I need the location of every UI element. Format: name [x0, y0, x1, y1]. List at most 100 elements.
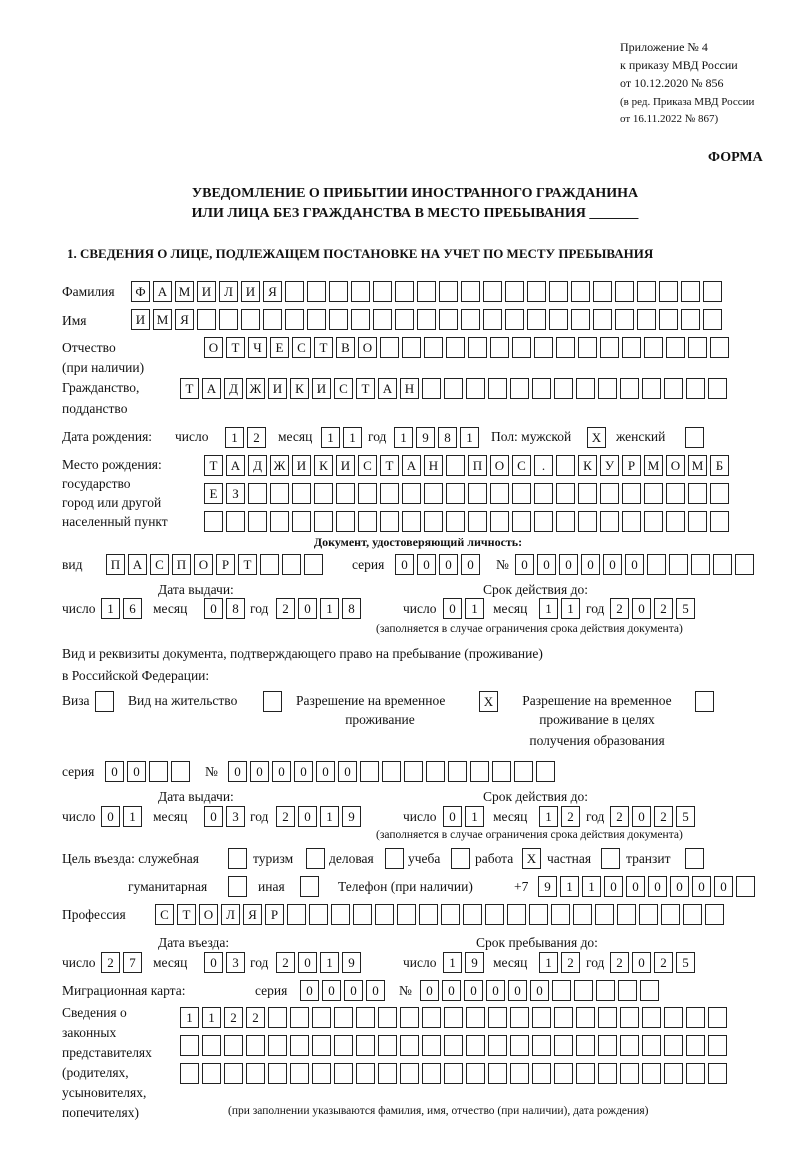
form-cell[interactable]: [571, 281, 590, 302]
form-cell[interactable]: 2: [246, 1007, 265, 1028]
form-cell[interactable]: [385, 848, 404, 869]
form-cell[interactable]: [505, 281, 524, 302]
form-cell[interactable]: [488, 1007, 507, 1028]
form-cell[interactable]: [470, 761, 489, 782]
form-cell[interactable]: [378, 1063, 397, 1084]
form-cell[interactable]: А: [153, 281, 172, 302]
form-cell[interactable]: [228, 848, 247, 869]
form-cell[interactable]: [512, 511, 531, 532]
form-cell[interactable]: А: [202, 378, 221, 399]
form-cell[interactable]: [490, 483, 509, 504]
form-cell[interactable]: [595, 904, 614, 925]
form-cell[interactable]: О: [204, 337, 223, 358]
form-cell[interactable]: 0: [338, 761, 357, 782]
form-cell[interactable]: [644, 483, 663, 504]
form-cell[interactable]: Т: [380, 455, 399, 476]
form-cell[interactable]: [334, 1007, 353, 1028]
form-cell[interactable]: [397, 904, 416, 925]
form-cell[interactable]: 0: [228, 761, 247, 782]
form-cell[interactable]: [691, 554, 710, 575]
form-cell[interactable]: [314, 511, 333, 532]
form-cell[interactable]: Ф: [131, 281, 150, 302]
form-cell[interactable]: [300, 876, 319, 897]
form-cell[interactable]: А: [226, 455, 245, 476]
form-cell[interactable]: [578, 337, 597, 358]
form-cell[interactable]: [571, 309, 590, 330]
form-cell[interactable]: 2: [654, 806, 673, 827]
form-cell[interactable]: К: [290, 378, 309, 399]
form-cell[interactable]: 2: [654, 598, 673, 619]
form-cell[interactable]: [404, 761, 423, 782]
form-cell[interactable]: [686, 1007, 705, 1028]
form-cell[interactable]: [549, 309, 568, 330]
form-cell[interactable]: [180, 1035, 199, 1056]
form-cell[interactable]: 0: [559, 554, 578, 575]
form-cell[interactable]: 9: [538, 876, 557, 897]
form-cell[interactable]: 0: [530, 980, 549, 1001]
form-cell[interactable]: [358, 483, 377, 504]
form-cell[interactable]: [422, 1007, 441, 1028]
form-cell[interactable]: [710, 337, 729, 358]
form-cell[interactable]: [282, 554, 301, 575]
form-cell[interactable]: 1: [321, 427, 340, 448]
form-cell[interactable]: [171, 761, 190, 782]
form-cell[interactable]: 1: [460, 427, 479, 448]
form-cell[interactable]: [334, 1035, 353, 1056]
form-cell[interactable]: [598, 378, 617, 399]
form-cell[interactable]: [556, 337, 575, 358]
form-cell[interactable]: [468, 337, 487, 358]
form-cell[interactable]: [708, 378, 727, 399]
form-cell[interactable]: 0: [464, 980, 483, 1001]
form-cell[interactable]: [446, 337, 465, 358]
form-cell[interactable]: 0: [298, 598, 317, 619]
form-cell[interactable]: [510, 378, 529, 399]
form-cell[interactable]: [468, 483, 487, 504]
form-cell[interactable]: Е: [204, 483, 223, 504]
form-cell[interactable]: [620, 1007, 639, 1028]
form-cell[interactable]: 0: [366, 980, 385, 1001]
form-cell[interactable]: [598, 1007, 617, 1028]
form-cell[interactable]: [512, 483, 531, 504]
form-cell[interactable]: [622, 483, 641, 504]
form-cell[interactable]: 0: [515, 554, 534, 575]
form-cell[interactable]: 0: [322, 980, 341, 1001]
form-cell[interactable]: 1: [465, 806, 484, 827]
form-cell[interactable]: С: [512, 455, 531, 476]
form-cell[interactable]: 0: [294, 761, 313, 782]
form-cell[interactable]: 2: [247, 427, 266, 448]
form-cell[interactable]: [312, 1035, 331, 1056]
form-cell[interactable]: [312, 1007, 331, 1028]
form-cell[interactable]: [600, 483, 619, 504]
form-cell[interactable]: [356, 1063, 375, 1084]
form-cell[interactable]: [686, 378, 705, 399]
form-cell[interactable]: 9: [465, 952, 484, 973]
form-cell[interactable]: [708, 1063, 727, 1084]
form-cell[interactable]: [688, 483, 707, 504]
form-cell[interactable]: 0: [250, 761, 269, 782]
form-cell[interactable]: Т: [238, 554, 257, 575]
form-cell[interactable]: [578, 483, 597, 504]
form-cell[interactable]: [527, 309, 546, 330]
form-cell[interactable]: 0: [486, 980, 505, 1001]
form-cell[interactable]: 0: [692, 876, 711, 897]
form-cell[interactable]: М: [175, 281, 194, 302]
form-cell[interactable]: [686, 1063, 705, 1084]
form-cell[interactable]: [532, 378, 551, 399]
form-cell[interactable]: [226, 511, 245, 532]
form-cell[interactable]: [260, 554, 279, 575]
form-cell[interactable]: [466, 378, 485, 399]
form-cell[interactable]: 1: [560, 876, 579, 897]
form-cell[interactable]: Б: [710, 455, 729, 476]
form-cell[interactable]: [527, 281, 546, 302]
form-cell[interactable]: И: [292, 455, 311, 476]
form-cell[interactable]: 8: [226, 598, 245, 619]
form-cell[interactable]: И: [197, 281, 216, 302]
form-cell[interactable]: [600, 337, 619, 358]
